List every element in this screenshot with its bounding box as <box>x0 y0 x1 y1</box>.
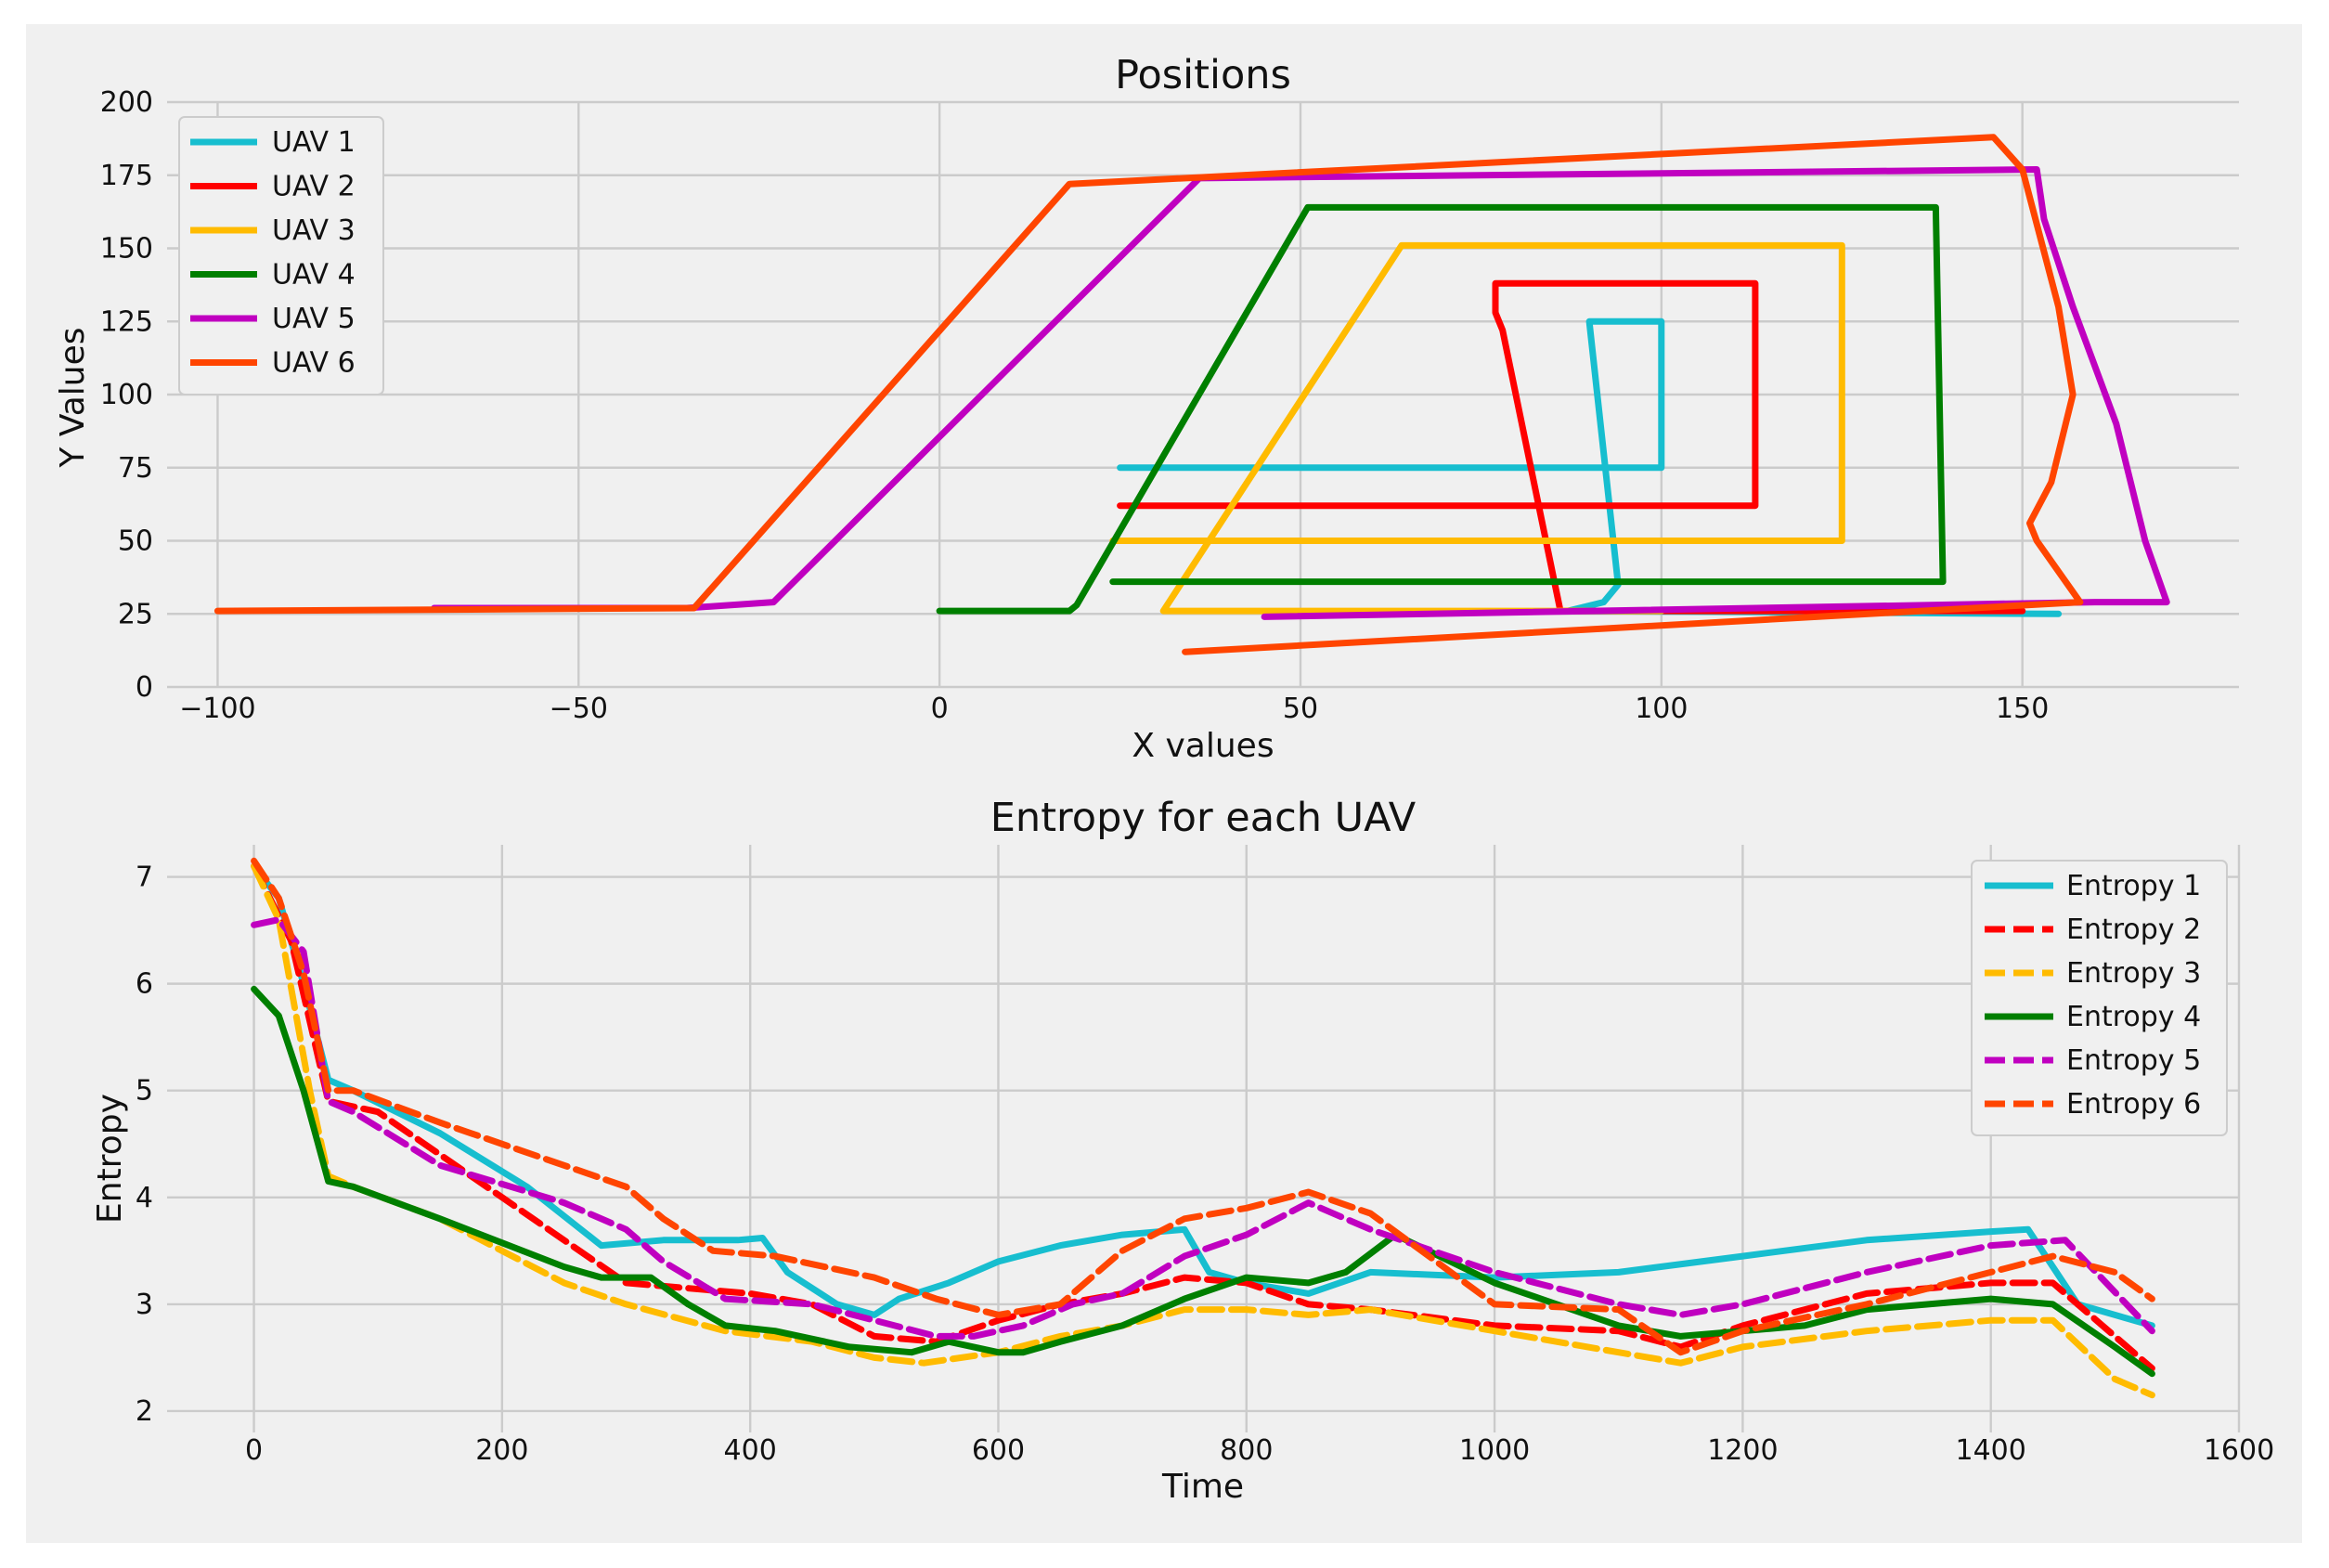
y-tick-label: 7 <box>136 862 153 894</box>
series-line-4 <box>251 985 2155 1378</box>
positions-xticks: −100 −50 0 50 100 150 <box>179 693 2049 725</box>
legend-label-6: UAV 6 <box>272 347 356 380</box>
legend-label-1: Entropy 1 <box>2066 870 2201 902</box>
series-line-6 <box>251 857 2155 1356</box>
y-tick-label: 50 <box>118 525 153 558</box>
y-tick-label: 2 <box>136 1395 153 1428</box>
entropy-title: Entropy for each UAV <box>990 795 1417 841</box>
series-line-1 <box>251 862 2155 1329</box>
x-tick-label: −100 <box>179 693 255 725</box>
y-tick-label: 3 <box>136 1289 153 1321</box>
y-tick-label: 0 <box>136 671 153 704</box>
legend-label-1: UAV 1 <box>272 126 356 159</box>
legend-label-4: UAV 4 <box>272 259 356 292</box>
legend-label-3: Entropy 3 <box>2066 957 2201 990</box>
series-line-4 <box>936 203 1947 615</box>
legend-frame <box>1971 860 2228 1136</box>
y-tick-label: 25 <box>118 598 153 630</box>
y-tick-label: 75 <box>118 452 153 485</box>
entropy-xlabel: Time <box>1161 1468 1244 1506</box>
y-tick-label: 5 <box>136 1075 153 1108</box>
legend-label-5: UAV 5 <box>272 303 356 335</box>
x-tick-label: 400 <box>724 1434 777 1467</box>
entropy-xticks: 0 200 400 600 800 1000 1200 1400 1600 <box>245 1434 2274 1467</box>
entropy-legend: Entropy 1 Entropy 2 Entropy 3 Entropy 4 Entr… <box>1971 860 2228 1136</box>
y-tick-label: 100 <box>100 379 153 411</box>
positions-yticks: 0 25 50 75 100 125 150 175 200 <box>100 86 153 704</box>
x-tick-label: 1000 <box>1459 1434 1530 1467</box>
entropy-yticks: 2 3 4 5 6 7 <box>136 862 153 1428</box>
series-line-3 <box>1109 241 1845 615</box>
x-tick-label: −50 <box>550 693 608 725</box>
y-tick-label: 4 <box>136 1182 153 1214</box>
y-tick-label: 6 <box>136 968 153 1001</box>
x-tick-label: 150 <box>1996 693 2049 725</box>
positions-ylabel: Y Values <box>54 327 92 468</box>
x-tick-label: 50 <box>1283 693 1318 725</box>
y-tick-label: 125 <box>100 305 153 338</box>
entropy-ylabel: Entropy <box>91 1094 129 1224</box>
series-line-2 <box>1117 279 2026 615</box>
positions-legend: UAV 1 UAV 2 UAV 3 UAV 4 UAV 5 UAV 6 <box>178 116 384 395</box>
y-tick-label: 175 <box>100 160 153 192</box>
x-tick-label: 1600 <box>2204 1434 2274 1467</box>
legend-label-3: UAV 3 <box>272 214 356 247</box>
legend-label-6: Entropy 6 <box>2066 1088 2201 1121</box>
x-tick-label: 1400 <box>1956 1434 2026 1467</box>
x-tick-label: 800 <box>1220 1434 1273 1467</box>
y-tick-label: 150 <box>100 233 153 266</box>
x-tick-label: 600 <box>972 1434 1025 1467</box>
x-tick-label: 0 <box>245 1434 263 1467</box>
x-tick-label: 100 <box>1635 693 1688 725</box>
positions-series <box>213 134 2170 655</box>
y-tick-label: 200 <box>100 86 153 119</box>
x-tick-label: 0 <box>931 693 949 725</box>
legend-label-5: Entropy 5 <box>2066 1044 2201 1077</box>
positions-chart: −100 −50 0 50 100 150 0255075100125150175200 … <box>54 52 2239 765</box>
series-line-5 <box>251 916 2155 1340</box>
x-tick-label: 1200 <box>1707 1434 1778 1467</box>
legend-label-2: Entropy 2 <box>2066 914 2201 946</box>
x-tick-label: 200 <box>475 1434 528 1467</box>
positions-title: Positions <box>1115 52 1291 98</box>
entropy-series <box>251 857 2155 1399</box>
legend-label-2: UAV 2 <box>272 171 356 203</box>
series-line-6 <box>213 134 2084 655</box>
series-line-5 <box>431 166 2170 620</box>
legend-label-4: Entropy 4 <box>2066 1001 2201 1033</box>
entropy-chart: 0 200 400 600 800 1000 1200 1400 1600 2 3 4 5 6 7 Ent… <box>91 795 2274 1506</box>
positions-xlabel: X values <box>1132 727 1274 765</box>
